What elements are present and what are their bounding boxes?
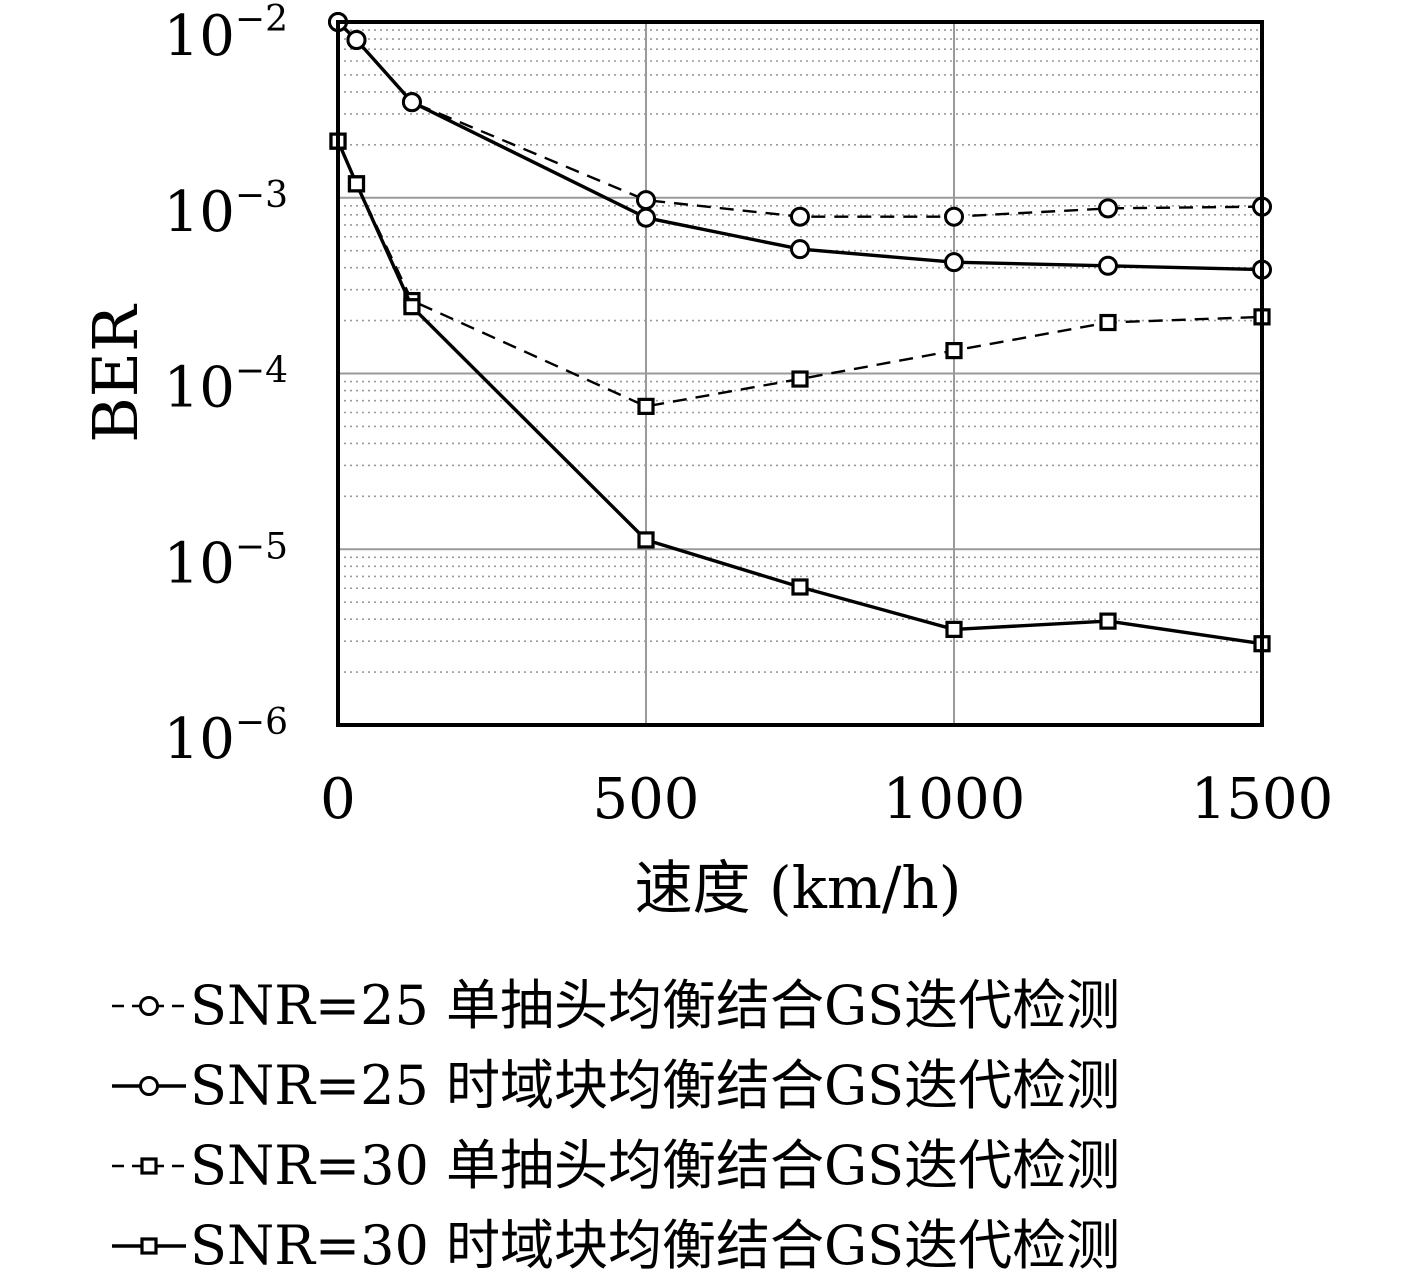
plot-frame <box>336 20 1264 727</box>
data-point-circle <box>401 92 422 113</box>
series-line <box>336 140 1263 646</box>
x-axis-label: 速度 (km/h) <box>635 854 962 922</box>
data-point-circle <box>944 206 964 227</box>
legend-entry: SNR=30 时域块均衡结合GS迭代检测 <box>108 1206 1120 1286</box>
data-point-square <box>1099 612 1117 630</box>
x-tick-label: 500 <box>593 767 700 832</box>
legend-entry: SNR=25 单抽头均衡结合GS迭代检测 <box>108 966 1120 1046</box>
legend-label: SNR=30 时域块均衡结合GS迭代检测 <box>190 1214 1121 1277</box>
data-point-circle <box>944 252 964 273</box>
series-line <box>336 140 1263 408</box>
data-point-square <box>791 578 809 596</box>
y-tick-label: 10−2 <box>164 0 288 69</box>
data-point-circle <box>346 29 367 50</box>
data-point-circle <box>636 207 656 228</box>
x-tick-label: 1000 <box>883 767 1026 832</box>
series-3 <box>329 132 1271 415</box>
data-point-circle <box>139 1076 159 1096</box>
y-axis-label: BER <box>79 303 152 443</box>
x-tick-label: 1500 <box>1191 767 1334 832</box>
data-point-circle <box>636 190 656 211</box>
data-point-square <box>945 341 963 360</box>
x-tick-label: 0 <box>320 767 356 832</box>
y-tick-label: 10−6 <box>164 702 288 772</box>
legend-label: SNR=30 单抽头均衡结合GS迭代检测 <box>190 1134 1121 1197</box>
legend-swatch-snr30-block <box>112 1237 186 1255</box>
legend-swatch-snr25-block <box>112 1076 186 1096</box>
data-point-circle <box>1098 255 1118 276</box>
data-point-square <box>1099 313 1117 332</box>
y-tick-label: 10−4 <box>164 351 288 421</box>
series-line <box>336 20 1263 272</box>
legend-swatch-snr25-single-tap <box>112 996 186 1016</box>
data-point-square <box>403 298 421 316</box>
series-line <box>337 21 1263 218</box>
legend: SNR=25 单抽头均衡结合GS迭代检测 SNR=25 时域块均衡结合GS迭代检… <box>108 966 1120 1286</box>
legend-swatch-snr30-single-tap <box>112 1157 186 1175</box>
data-point-circle <box>139 996 159 1016</box>
tick-labels: 0 500 1000 1500 10−2 10−3 10−4 10−5 10−6 <box>164 0 1334 832</box>
legend-label: SNR=25 单抽头均衡结合GS迭代检测 <box>190 974 1121 1037</box>
series-group <box>328 12 1272 653</box>
data-point-circle <box>790 239 810 260</box>
data-point-circle <box>1098 198 1118 219</box>
data-point-square <box>791 370 809 388</box>
y-tick-label: 10−3 <box>164 175 288 245</box>
legend-label: SNR=25 时域块均衡结合GS迭代检测 <box>190 1054 1121 1117</box>
data-point-square <box>637 397 655 415</box>
legend-entry: SNR=30 单抽头均衡结合GS迭代检测 <box>108 1126 1120 1206</box>
legend-entry: SNR=25 时域块均衡结合GS迭代检测 <box>108 1046 1120 1126</box>
data-point-square <box>347 175 366 193</box>
data-point-square <box>945 620 963 638</box>
series-1 <box>328 12 1272 227</box>
data-point-circle <box>790 206 810 227</box>
data-point-square <box>140 1237 158 1255</box>
series-2 <box>328 12 1272 280</box>
data-point-square <box>140 1157 158 1175</box>
y-tick-label: 10−5 <box>164 526 288 596</box>
data-point-square <box>637 531 655 549</box>
